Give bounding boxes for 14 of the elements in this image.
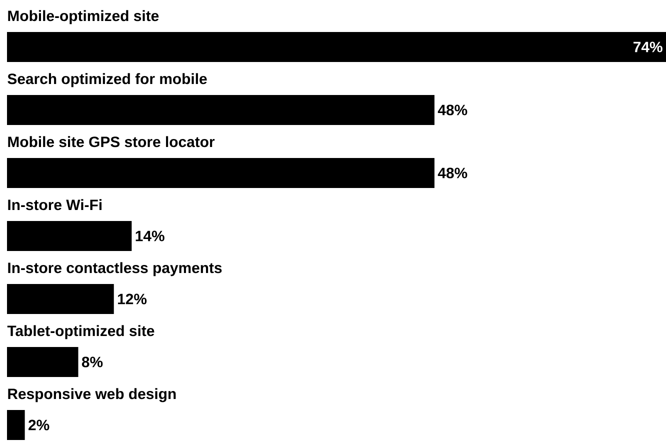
data-label: 14% <box>136 230 164 242</box>
data-label: 12% <box>118 294 147 304</box>
data-label: 8% <box>82 356 103 368</box>
data-label: 2% <box>28 420 50 430</box>
y-tick-label: In-store contactless payments <box>8 262 222 276</box>
y-tick-label: Search optimized for mobile <box>8 73 207 88</box>
data-label: 48% <box>438 104 468 116</box>
y-tick-label: Mobile-optimized site <box>8 10 159 24</box>
data-label: 74% <box>634 42 662 52</box>
y-tick-label: Tablet-optimized site <box>7 325 154 340</box>
y-tick-label: Mobile site GPS store locator <box>8 136 215 148</box>
data-label: 48% <box>438 168 468 178</box>
y-tick-label: In-store Wi-Fi <box>8 199 102 210</box>
y-tick-label: Responsive web design <box>8 388 176 402</box>
